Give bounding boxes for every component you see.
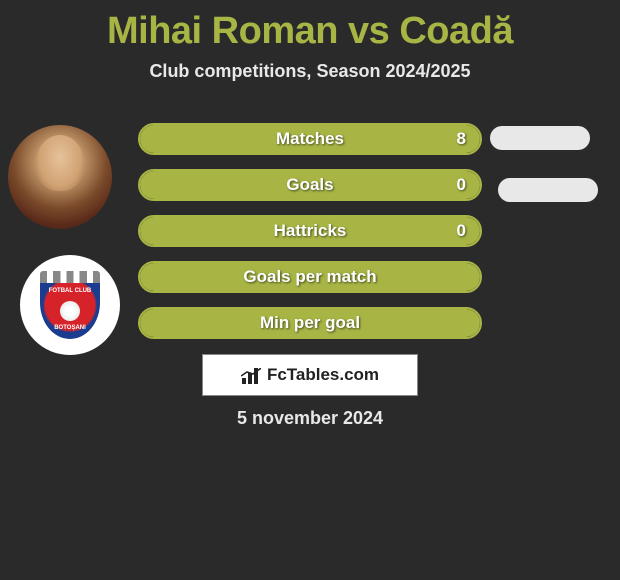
stat-label: Goals per match	[243, 267, 376, 287]
stat-row-matches: Matches 8	[138, 123, 482, 155]
stat-row-goals-per-match: Goals per match	[138, 261, 482, 293]
stat-label: Min per goal	[260, 313, 360, 333]
side-pill-1	[490, 126, 590, 150]
player1-avatar	[8, 125, 112, 229]
stat-row-goals: Goals 0	[138, 169, 482, 201]
comparison-subtitle: Club competitions, Season 2024/2025	[0, 61, 620, 82]
stat-value: 0	[457, 175, 466, 195]
stat-value: 0	[457, 221, 466, 241]
stat-value: 8	[457, 129, 466, 149]
stat-label: Goals	[286, 175, 333, 195]
bar-chart-icon	[241, 366, 261, 384]
snapshot-date: 5 november 2024	[0, 408, 620, 429]
stat-row-min-per-goal: Min per goal	[138, 307, 482, 339]
attribution-text: FcTables.com	[267, 365, 379, 385]
stats-rows: Matches 8 Goals 0 Hattricks 0 Goals per …	[138, 123, 482, 353]
player2-club-crest	[20, 255, 120, 355]
stat-label: Matches	[276, 129, 344, 149]
stat-row-hattricks: Hattricks 0	[138, 215, 482, 247]
attribution-badge[interactable]: FcTables.com	[202, 354, 418, 396]
comparison-title: Mihai Roman vs Coadă	[0, 0, 620, 53]
stat-label: Hattricks	[274, 221, 347, 241]
side-pill-2	[498, 178, 598, 202]
